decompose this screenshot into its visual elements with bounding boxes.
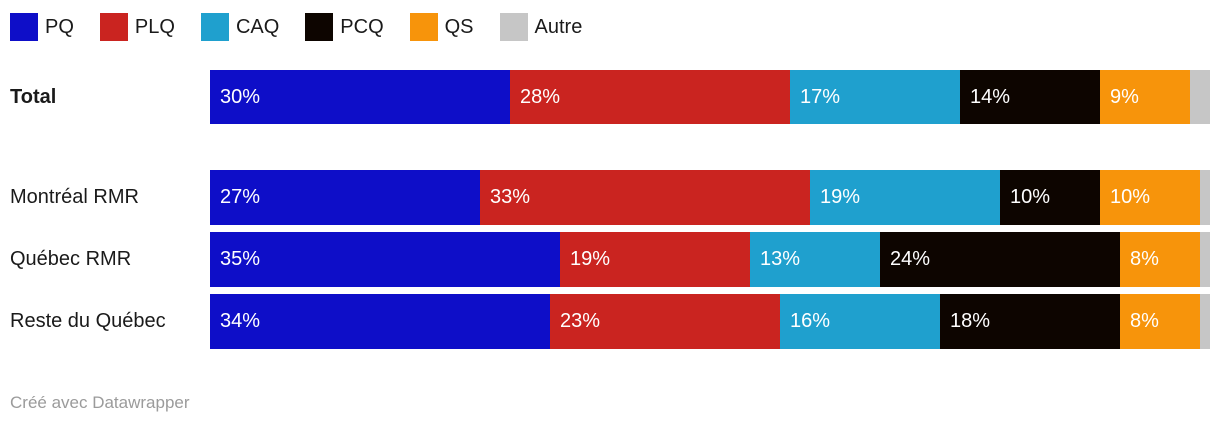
legend-item-plq: PLQ xyxy=(99,13,175,41)
row-label: Reste du Québec xyxy=(10,310,166,332)
segment-value-label: 23% xyxy=(560,310,601,332)
segment-value-label: 10% xyxy=(1110,186,1151,208)
legend-swatch-icon xyxy=(99,13,128,41)
segment-value-label: 9% xyxy=(1110,85,1139,108)
bar-segment-caq: 17% xyxy=(790,70,960,124)
legend-item-pcq: PCQ xyxy=(305,13,384,41)
segment-value-label: 35% xyxy=(220,248,261,270)
legend-item-caq: CAQ xyxy=(200,13,280,41)
bar-segment-qs: 9% xyxy=(1100,70,1190,124)
bar-segment-pq: 27% xyxy=(210,170,480,225)
row-label: Montréal RMR xyxy=(10,186,139,208)
chart-row: Montréal RMR 27% 33% 19% 10% 10% xyxy=(0,170,1220,225)
legend-label: PCQ xyxy=(340,15,384,38)
row-label: Québec RMR xyxy=(10,248,132,270)
bar-segment-caq: 19% xyxy=(810,170,1000,225)
segment-value-label: 16% xyxy=(790,310,831,332)
legend-label: PLQ xyxy=(134,15,175,38)
chart-row: Reste du Québec 34% 23% 16% 18% 8% xyxy=(0,294,1220,349)
bar-segment-plq: 33% xyxy=(480,170,810,225)
bar-segment-plq: 23% xyxy=(550,294,780,349)
legend-item-pq: PQ xyxy=(10,13,74,41)
bar-segment-autre xyxy=(1200,294,1210,349)
segment-value-label: 8% xyxy=(1130,310,1159,332)
datawrapper-credit: Créé avec Datawrapper xyxy=(10,393,190,412)
bar-segment-pcq: 18% xyxy=(940,294,1120,349)
segment-value-label: 24% xyxy=(890,248,931,270)
segment-value-label: 10% xyxy=(1010,186,1051,208)
legend-swatch-icon xyxy=(305,13,334,41)
legend-swatch-icon xyxy=(200,13,229,41)
segment-value-label: 28% xyxy=(520,85,561,108)
segment-value-label: 17% xyxy=(800,85,841,108)
stacked-bar: 34% 23% 16% 18% 8% xyxy=(210,294,1210,349)
segment-value-label: 13% xyxy=(760,248,801,270)
legend-swatch-icon xyxy=(10,13,38,41)
segment-value-label: 34% xyxy=(220,310,261,332)
bar-segment-caq: 16% xyxy=(780,294,940,349)
legend-swatch-icon xyxy=(499,13,528,41)
stacked-bar: 27% 33% 19% 10% 10% xyxy=(210,170,1210,225)
bar-segment-autre xyxy=(1200,232,1210,287)
chart-row: Total 30% 28% 17% 14% 9% xyxy=(0,70,1220,124)
chart-row: Québec RMR 35% 19% 13% 24% 8% xyxy=(0,232,1220,287)
segment-value-label: 14% xyxy=(970,85,1011,108)
legend-item-autre: Autre xyxy=(499,13,583,41)
bar-segment-plq: 28% xyxy=(510,70,790,124)
bar-segment-plq: 19% xyxy=(560,232,750,287)
stacked-bar: 30% 28% 17% 14% 9% xyxy=(210,70,1210,124)
legend-label: PQ xyxy=(45,15,74,38)
legend-item-qs: QS xyxy=(409,13,474,41)
segment-value-label: 8% xyxy=(1130,248,1159,270)
bar-segment-pcq: 24% xyxy=(880,232,1120,287)
row-label: Total xyxy=(10,85,57,108)
bar-segment-pcq: 14% xyxy=(960,70,1100,124)
legend-label: Autre xyxy=(534,15,583,38)
segment-value-label: 18% xyxy=(950,310,991,332)
bar-segment-pcq: 10% xyxy=(1000,170,1100,225)
legend-label: QS xyxy=(444,15,474,38)
stacked-bar: 35% 19% 13% 24% 8% xyxy=(210,232,1210,287)
bar-segment-autre xyxy=(1200,170,1210,225)
bar-segment-qs: 10% xyxy=(1100,170,1200,225)
bar-segment-caq: 13% xyxy=(750,232,880,287)
segment-value-label: 19% xyxy=(820,186,861,208)
bar-segment-autre xyxy=(1190,70,1210,124)
segment-value-label: 33% xyxy=(490,186,531,208)
legend: PQ PLQ CAQ PCQ QS Autre xyxy=(10,13,608,41)
legend-label: CAQ xyxy=(235,15,280,38)
segment-value-label: 30% xyxy=(220,85,261,108)
bar-segment-qs: 8% xyxy=(1120,294,1200,349)
bar-segment-pq: 35% xyxy=(210,232,560,287)
bar-segment-qs: 8% xyxy=(1120,232,1200,287)
segment-value-label: 19% xyxy=(570,248,611,270)
segment-value-label: 27% xyxy=(220,186,261,208)
bar-segment-pq: 30% xyxy=(210,70,510,124)
legend-swatch-icon xyxy=(409,13,438,41)
bar-segment-pq: 34% xyxy=(210,294,550,349)
